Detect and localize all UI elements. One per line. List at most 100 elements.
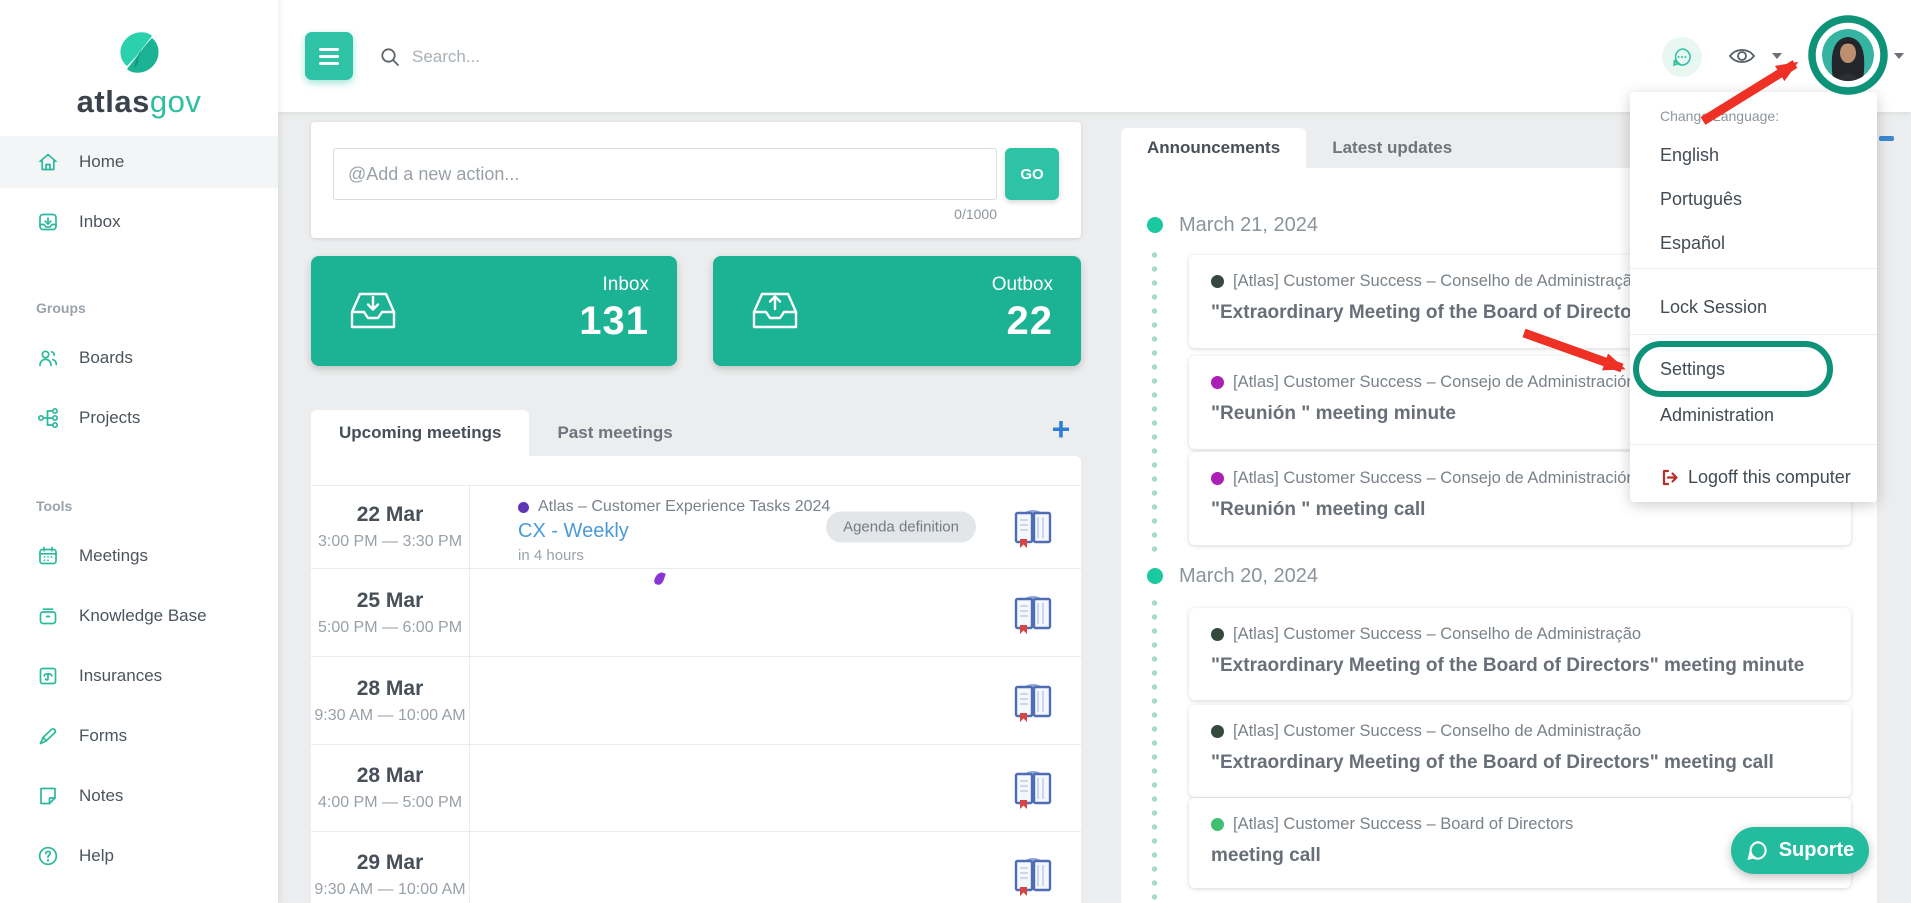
menu-item-administration[interactable]: Administration: [1660, 405, 1775, 425]
timeline-dotted-line: [1152, 252, 1157, 560]
pen-icon: [39, 728, 57, 745]
sidebar-item-label: Home: [79, 152, 125, 171]
new-action-input[interactable]: [333, 148, 997, 200]
chevron-down-icon[interactable]: [1894, 53, 1904, 59]
menu-toggle-button[interactable]: [305, 32, 353, 80]
agenda-book-icon[interactable]: [1007, 762, 1059, 814]
menu-item-portugues[interactable]: Português: [1660, 189, 1743, 209]
tab-past-meetings[interactable]: Past meetings: [557, 423, 673, 442]
announcement-title: "Extraordinary Meeting of the Board of D…: [1211, 752, 1774, 773]
sidebar-item-inbox[interactable]: Inbox: [0, 196, 278, 248]
support-label: Suporte: [1778, 839, 1855, 861]
meeting-row[interactable]: 25 Mar 5:00 PM — 6:00 PM: [311, 568, 1081, 656]
search-input[interactable]: [412, 40, 842, 74]
meeting-row[interactable]: 29 Mar 9:30 AM — 10:00 AM: [311, 831, 1081, 903]
announcement-card[interactable]: [Atlas] Customer Success – Conselho de A…: [1189, 705, 1851, 797]
character-counter: 0/1000: [954, 206, 997, 222]
stat-value: 22: [1006, 299, 1053, 343]
announcement-source: [Atlas] Customer Success – Consejo de Ad…: [1211, 469, 1851, 488]
meeting-date-cell: 28 Mar 4:00 PM — 5:00 PM: [311, 745, 470, 831]
sidebar-item-label: Insurances: [79, 666, 163, 685]
hidden-tab-edge: [1879, 136, 1894, 141]
stat-label: Outbox: [991, 274, 1053, 295]
user-avatar[interactable]: [1822, 29, 1874, 81]
menu-item-lock-session[interactable]: Lock Session: [1660, 297, 1768, 317]
change-language-label: Change Language:: [1660, 108, 1780, 124]
visibility-button[interactable]: [1728, 46, 1756, 71]
outbox-stat-card[interactable]: Outbox 22: [713, 256, 1081, 366]
sidebar-item-label: Knowledge Base: [79, 606, 207, 625]
announcement-source: [Atlas] Customer Success – Conselho de A…: [1211, 722, 1851, 741]
meeting-title-link[interactable]: CX - Weekly: [518, 520, 629, 542]
sidebar-item-label: Notes: [79, 786, 124, 805]
meeting-row[interactable]: 28 Mar 9:30 AM — 10:00 AM: [311, 656, 1081, 744]
announcement-title: "Reunión " meeting minute: [1211, 403, 1456, 424]
meeting-group: Atlas – Customer Experience Tasks 2024: [518, 498, 1081, 516]
meeting-date: 22 Mar: [356, 503, 424, 526]
source-color-dot: [1211, 275, 1224, 288]
go-button[interactable]: GO: [1005, 148, 1059, 200]
timeline-dotted-line: [1152, 600, 1157, 903]
sidebar-item-meetings[interactable]: Meetings: [0, 530, 278, 582]
sidebar: atlasgov Home Inbox Groups Boards Projec…: [0, 0, 278, 903]
meeting-date-cell: 25 Mar 5:00 PM — 6:00 PM: [311, 569, 470, 656]
support-button[interactable]: Suporte: [1731, 827, 1869, 874]
menu-item-english[interactable]: English: [1660, 145, 1720, 165]
meeting-row[interactable]: 28 Mar 4:00 PM — 5:00 PM: [311, 744, 1081, 831]
sidebar-item-forms[interactable]: Forms: [0, 710, 278, 762]
partial-avatar-mark: [653, 570, 666, 587]
sidebar-item-knowledge-base[interactable]: Knowledge Base: [0, 590, 278, 642]
chat-button[interactable]: [1662, 37, 1702, 77]
inbox-icon: [39, 213, 57, 231]
meeting-date: 28 Mar: [356, 676, 424, 700]
user-menu: Change Language: English Português Españ…: [1630, 92, 1877, 502]
source-color-dot: [1211, 818, 1224, 831]
announcements-panel: March 21, 2024 [Atlas] Customer Success …: [1121, 168, 1877, 903]
source-color-dot: [1211, 725, 1224, 738]
sidebar-item-label: Forms: [79, 726, 128, 745]
meeting-time: 9:30 AM — 10:00 AM: [314, 706, 466, 724]
menu-item-espanol[interactable]: Español: [1660, 233, 1726, 253]
sidebar-item-label: Help: [79, 846, 114, 865]
agenda-book-icon[interactable]: [1007, 587, 1059, 639]
chevron-down-icon[interactable]: [1772, 53, 1782, 59]
announcement-source: [Atlas] Customer Success – Board of Dire…: [1211, 815, 1851, 834]
meeting-time: 4:00 PM — 5:00 PM: [317, 794, 463, 811]
menu-item-logoff[interactable]: Logoff this computer: [1660, 464, 1851, 490]
sidebar-item-boards[interactable]: Boards: [0, 332, 278, 384]
source-color-dot: [1211, 376, 1224, 389]
hierarchy-icon: [37, 407, 59, 429]
sidebar-item-label: Boards: [79, 348, 133, 367]
sidebar-item-notes[interactable]: Notes: [0, 770, 278, 822]
announcement-source: [Atlas] Customer Success – Conselho de A…: [1211, 272, 1851, 291]
sidebar-item-home[interactable]: Home: [0, 136, 278, 188]
help-circle-icon: [38, 846, 58, 866]
sidebar-section-groups: Groups: [36, 300, 86, 316]
tab-announcements[interactable]: Announcements: [1121, 128, 1307, 168]
meeting-row[interactable]: 22 Mar 3:00 PM — 3:30 PM Atlas – Custome…: [311, 485, 1081, 568]
announcement-title: meeting call: [1211, 845, 1321, 866]
agenda-book-icon[interactable]: [1007, 675, 1059, 727]
tab-upcoming-meetings[interactable]: Upcoming meetings: [311, 410, 530, 456]
announcement-source: [Atlas] Customer Success – Consejo de Ad…: [1211, 373, 1851, 392]
tab-latest-updates[interactable]: Latest updates: [1332, 138, 1453, 157]
sidebar-item-projects[interactable]: Projects: [0, 392, 278, 444]
inbox-tray-down-icon: [350, 292, 396, 329]
calendar-icon: [39, 546, 57, 565]
eye-icon: [1728, 49, 1756, 63]
add-meeting-button[interactable]: +: [1051, 411, 1071, 447]
announcement-source: [Atlas] Customer Success – Conselho de A…: [1211, 625, 1851, 644]
announcement-card[interactable]: [Atlas] Customer Success – Conselho de A…: [1189, 608, 1851, 700]
sidebar-item-help[interactable]: Help: [0, 830, 278, 882]
inbox-stat-card[interactable]: Inbox 131: [311, 256, 677, 366]
sidebar-item-insurances[interactable]: Insurances: [0, 650, 278, 702]
group-color-dot: [518, 501, 529, 513]
agenda-book-icon[interactable]: [1007, 849, 1059, 901]
sidebar-item-label: Projects: [79, 408, 141, 427]
agenda-book-icon[interactable]: [1007, 501, 1059, 553]
archive-icon: [39, 608, 57, 625]
sidebar-item-label: Inbox: [79, 212, 121, 231]
meeting-date: 28 Mar: [356, 764, 424, 787]
menu-item-settings[interactable]: Settings: [1660, 359, 1726, 379]
users-icon: [39, 350, 58, 367]
